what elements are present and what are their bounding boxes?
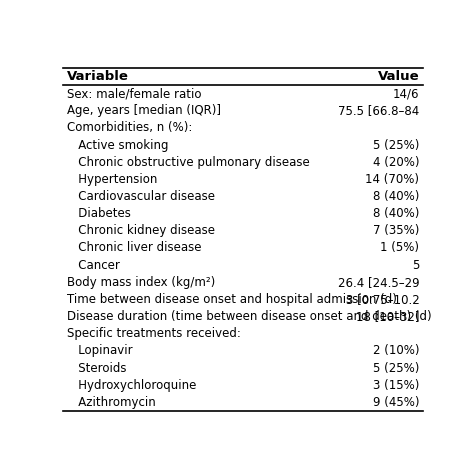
Text: 5 (25%): 5 (25%) — [373, 362, 419, 374]
Text: 18 [10–32]: 18 [10–32] — [356, 310, 419, 323]
Text: Cancer: Cancer — [66, 259, 119, 272]
Text: Lopinavir: Lopinavir — [66, 345, 132, 357]
Text: Azithromycin: Azithromycin — [66, 396, 155, 409]
Text: Hydroxychloroquine: Hydroxychloroquine — [66, 379, 196, 392]
Text: 3 (15%): 3 (15%) — [373, 379, 419, 392]
Text: Cardiovascular disease: Cardiovascular disease — [66, 190, 215, 203]
Text: Specific treatments received:: Specific treatments received: — [66, 327, 240, 340]
Text: 2 (10%): 2 (10%) — [373, 345, 419, 357]
Text: Value: Value — [378, 70, 419, 83]
Text: Steroids: Steroids — [66, 362, 126, 374]
Text: Chronic liver disease: Chronic liver disease — [66, 241, 201, 255]
Text: 75.5 [66.8–84: 75.5 [66.8–84 — [338, 104, 419, 117]
Text: 4 (20%): 4 (20%) — [373, 155, 419, 169]
Text: 3 [0.75–10.2: 3 [0.75–10.2 — [346, 293, 419, 306]
Text: 26.4 [24.5–29: 26.4 [24.5–29 — [337, 276, 419, 289]
Text: Sex: male/female ratio: Sex: male/female ratio — [66, 87, 201, 100]
Text: 14 (70%): 14 (70%) — [365, 173, 419, 186]
Text: 14/6: 14/6 — [393, 87, 419, 100]
Text: 5 (25%): 5 (25%) — [373, 138, 419, 152]
Text: Age, years [median (IQR)]: Age, years [median (IQR)] — [66, 104, 220, 117]
Text: 5: 5 — [412, 259, 419, 272]
Text: 8 (40%): 8 (40%) — [373, 207, 419, 220]
Text: Hypertension: Hypertension — [66, 173, 157, 186]
Text: 1 (5%): 1 (5%) — [380, 241, 419, 255]
Text: Comorbidities, n (%):: Comorbidities, n (%): — [66, 121, 192, 134]
Text: Disease duration (time between disease onset and death) (d): Disease duration (time between disease o… — [66, 310, 431, 323]
Text: 9 (45%): 9 (45%) — [373, 396, 419, 409]
Text: Variable: Variable — [66, 70, 128, 83]
Text: 8 (40%): 8 (40%) — [373, 190, 419, 203]
Text: 7 (35%): 7 (35%) — [373, 224, 419, 237]
Text: Diabetes: Diabetes — [66, 207, 130, 220]
Text: Active smoking: Active smoking — [66, 138, 168, 152]
Text: Chronic kidney disease: Chronic kidney disease — [66, 224, 215, 237]
Text: Time between disease onset and hospital admission (d): Time between disease onset and hospital … — [66, 293, 396, 306]
Text: Chronic obstructive pulmonary disease: Chronic obstructive pulmonary disease — [66, 155, 310, 169]
Text: Body mass index (kg/m²): Body mass index (kg/m²) — [66, 276, 215, 289]
